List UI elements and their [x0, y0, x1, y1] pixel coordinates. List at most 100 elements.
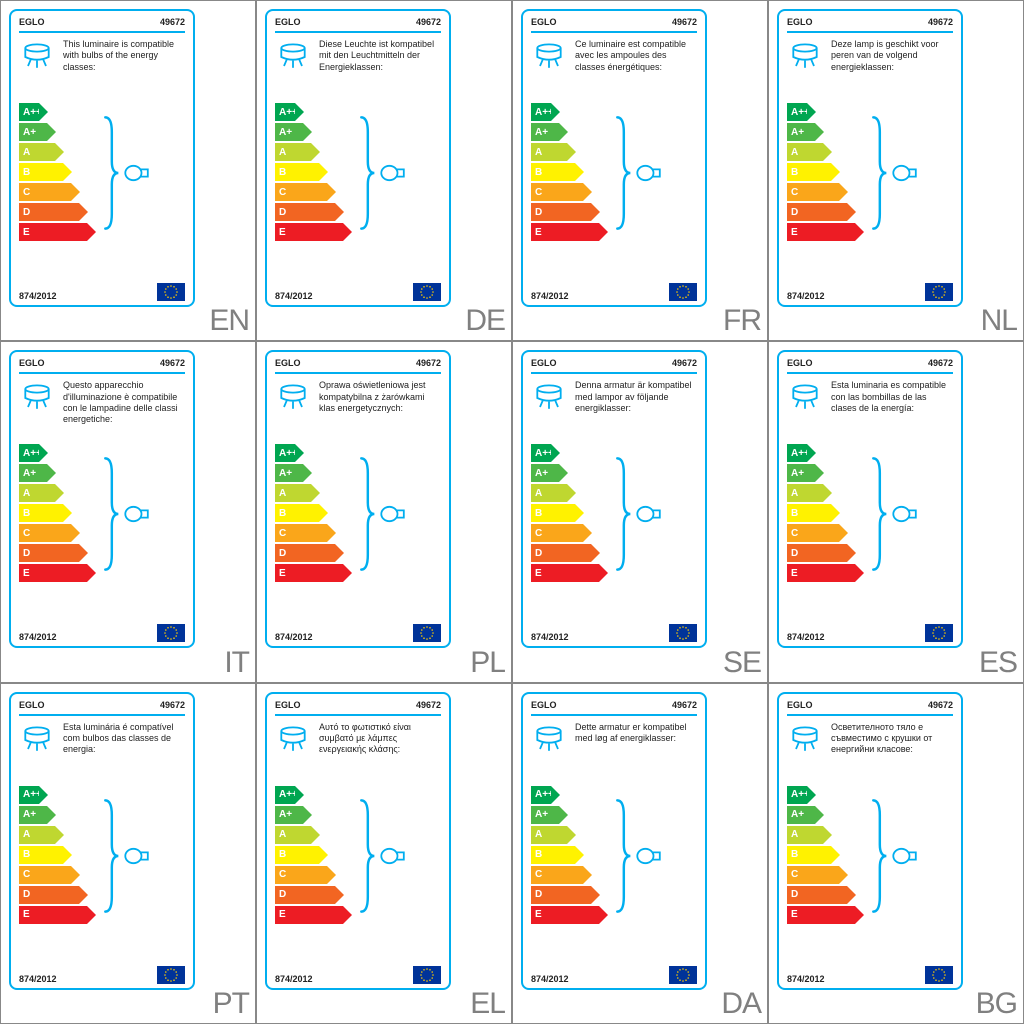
energy-bar-D: D [19, 203, 88, 221]
energy-class-row: C [19, 183, 96, 201]
energy-bars: A++ A+ A B C [787, 103, 864, 241]
energy-class-row: A+ [275, 123, 352, 141]
luminaire-icon [275, 39, 311, 75]
cell-SE: EGLO 49672 Denna armatur är kompatibel m… [512, 341, 768, 682]
product-id: 49672 [160, 17, 185, 27]
language-code: IT [224, 646, 249, 680]
energy-label: EGLO 49672 Diese Leuchte ist kompatibel … [265, 9, 451, 307]
language-code: DA [721, 987, 761, 1021]
description: Осветителното тяло е съвместимо с крушки… [831, 722, 953, 778]
energy-bar-B: B [787, 163, 840, 181]
description: Esta luminaria es compatible con las bom… [831, 380, 953, 436]
energy-bar-C: C [531, 524, 592, 542]
product-id: 49672 [928, 17, 953, 27]
energy-class-row: E [787, 906, 864, 924]
brace-bulb [870, 103, 920, 243]
energy-bar-C: C [275, 866, 336, 884]
energy-chart: A++ A+ A B C [19, 786, 185, 926]
regulation: 874/2012 [787, 632, 825, 642]
eu-flag-icon [413, 283, 441, 301]
label-header: EGLO 49672 [275, 700, 441, 716]
energy-bar-C: C [531, 183, 592, 201]
energy-chart: A++ A+ A B C [531, 103, 697, 243]
energy-class-row: A+ [531, 464, 608, 482]
description: Ce luminaire est compatible avec les amp… [575, 39, 697, 95]
cell-DE: EGLO 49672 Diese Leuchte ist kompatibel … [256, 0, 512, 341]
energy-bar-A+: A+ [19, 464, 56, 482]
energy-bar-A++: A++ [531, 786, 560, 804]
energy-bar-A+: A+ [787, 464, 824, 482]
energy-class-row: A [19, 484, 96, 502]
cell-ES: EGLO 49672 Esta luminaria es compatible … [768, 341, 1024, 682]
language-code: PT [213, 987, 249, 1021]
energy-class-row: C [531, 866, 608, 884]
energy-bar-A+: A+ [275, 123, 312, 141]
regulation: 874/2012 [531, 974, 569, 984]
energy-bar-E: E [531, 564, 608, 582]
energy-bars: A++ A+ A B C [531, 786, 608, 924]
label-footer: 874/2012 [787, 624, 953, 642]
label-header: EGLO 49672 [531, 17, 697, 33]
info-row: Deze lamp is geschikt voor peren van de … [787, 39, 953, 95]
energy-chart: A++ A+ A B C [19, 444, 185, 584]
energy-bars: A++ A+ A B C [531, 103, 608, 241]
eu-flag-icon [925, 624, 953, 642]
description: Esta luminária é compatível com bulbos d… [63, 722, 185, 778]
energy-bar-A: A [275, 826, 320, 844]
product-id: 49672 [928, 358, 953, 368]
energy-class-row: A [275, 826, 352, 844]
cell-EL: EGLO 49672 Αυτό το φωτιστικό είναι συμβα… [256, 683, 512, 1024]
energy-bars: A++ A+ A B C [531, 444, 608, 582]
energy-class-row: C [787, 183, 864, 201]
energy-bar-A+: A+ [19, 806, 56, 824]
energy-class-row: C [275, 866, 352, 884]
info-row: Esta luminária é compatível com bulbos d… [19, 722, 185, 778]
energy-bar-C: C [19, 866, 80, 884]
energy-class-row: D [275, 544, 352, 562]
regulation: 874/2012 [19, 632, 57, 642]
energy-bar-A++: A++ [275, 103, 304, 121]
energy-class-row: A [275, 143, 352, 161]
brand: EGLO [531, 700, 557, 710]
energy-class-row: A++ [275, 103, 352, 121]
brace-bulb [358, 444, 408, 584]
label-header: EGLO 49672 [275, 17, 441, 33]
cell-FR: EGLO 49672 Ce luminaire est compatible a… [512, 0, 768, 341]
energy-class-row: A++ [19, 444, 96, 462]
regulation: 874/2012 [275, 974, 313, 984]
energy-class-row: C [787, 866, 864, 884]
energy-bar-B: B [531, 504, 584, 522]
label-footer: 874/2012 [531, 624, 697, 642]
energy-bar-B: B [19, 163, 72, 181]
energy-bar-A+: A+ [531, 806, 568, 824]
energy-bar-E: E [19, 564, 96, 582]
energy-chart: A++ A+ A B C [275, 786, 441, 926]
energy-bar-E: E [19, 223, 96, 241]
label-header: EGLO 49672 [787, 358, 953, 374]
energy-class-row: B [275, 163, 352, 181]
energy-class-row: A++ [787, 444, 864, 462]
label-header: EGLO 49672 [787, 700, 953, 716]
energy-bar-B: B [531, 163, 584, 181]
energy-bar-C: C [787, 183, 848, 201]
energy-bar-D: D [19, 886, 88, 904]
energy-bar-A+: A+ [531, 123, 568, 141]
cell-IT: EGLO 49672 Questo apparecchio d'illumina… [0, 341, 256, 682]
energy-bars: A++ A+ A B C [19, 103, 96, 241]
regulation: 874/2012 [275, 632, 313, 642]
energy-class-row: A++ [531, 786, 608, 804]
cell-PT: EGLO 49672 Esta luminária é compatível c… [0, 683, 256, 1024]
energy-class-row: A [787, 484, 864, 502]
energy-class-row: B [531, 504, 608, 522]
energy-class-row: B [787, 846, 864, 864]
description: Deze lamp is geschikt voor peren van de … [831, 39, 953, 95]
product-id: 49672 [160, 358, 185, 368]
regulation: 874/2012 [19, 974, 57, 984]
energy-class-row: A+ [787, 806, 864, 824]
luminaire-icon [787, 380, 823, 416]
label-footer: 874/2012 [19, 283, 185, 301]
cell-EN: EGLO 49672 This luminaire is compatible … [0, 0, 256, 341]
energy-chart: A++ A+ A B C [275, 444, 441, 584]
energy-chart: A++ A+ A B C [275, 103, 441, 243]
product-id: 49672 [672, 17, 697, 27]
